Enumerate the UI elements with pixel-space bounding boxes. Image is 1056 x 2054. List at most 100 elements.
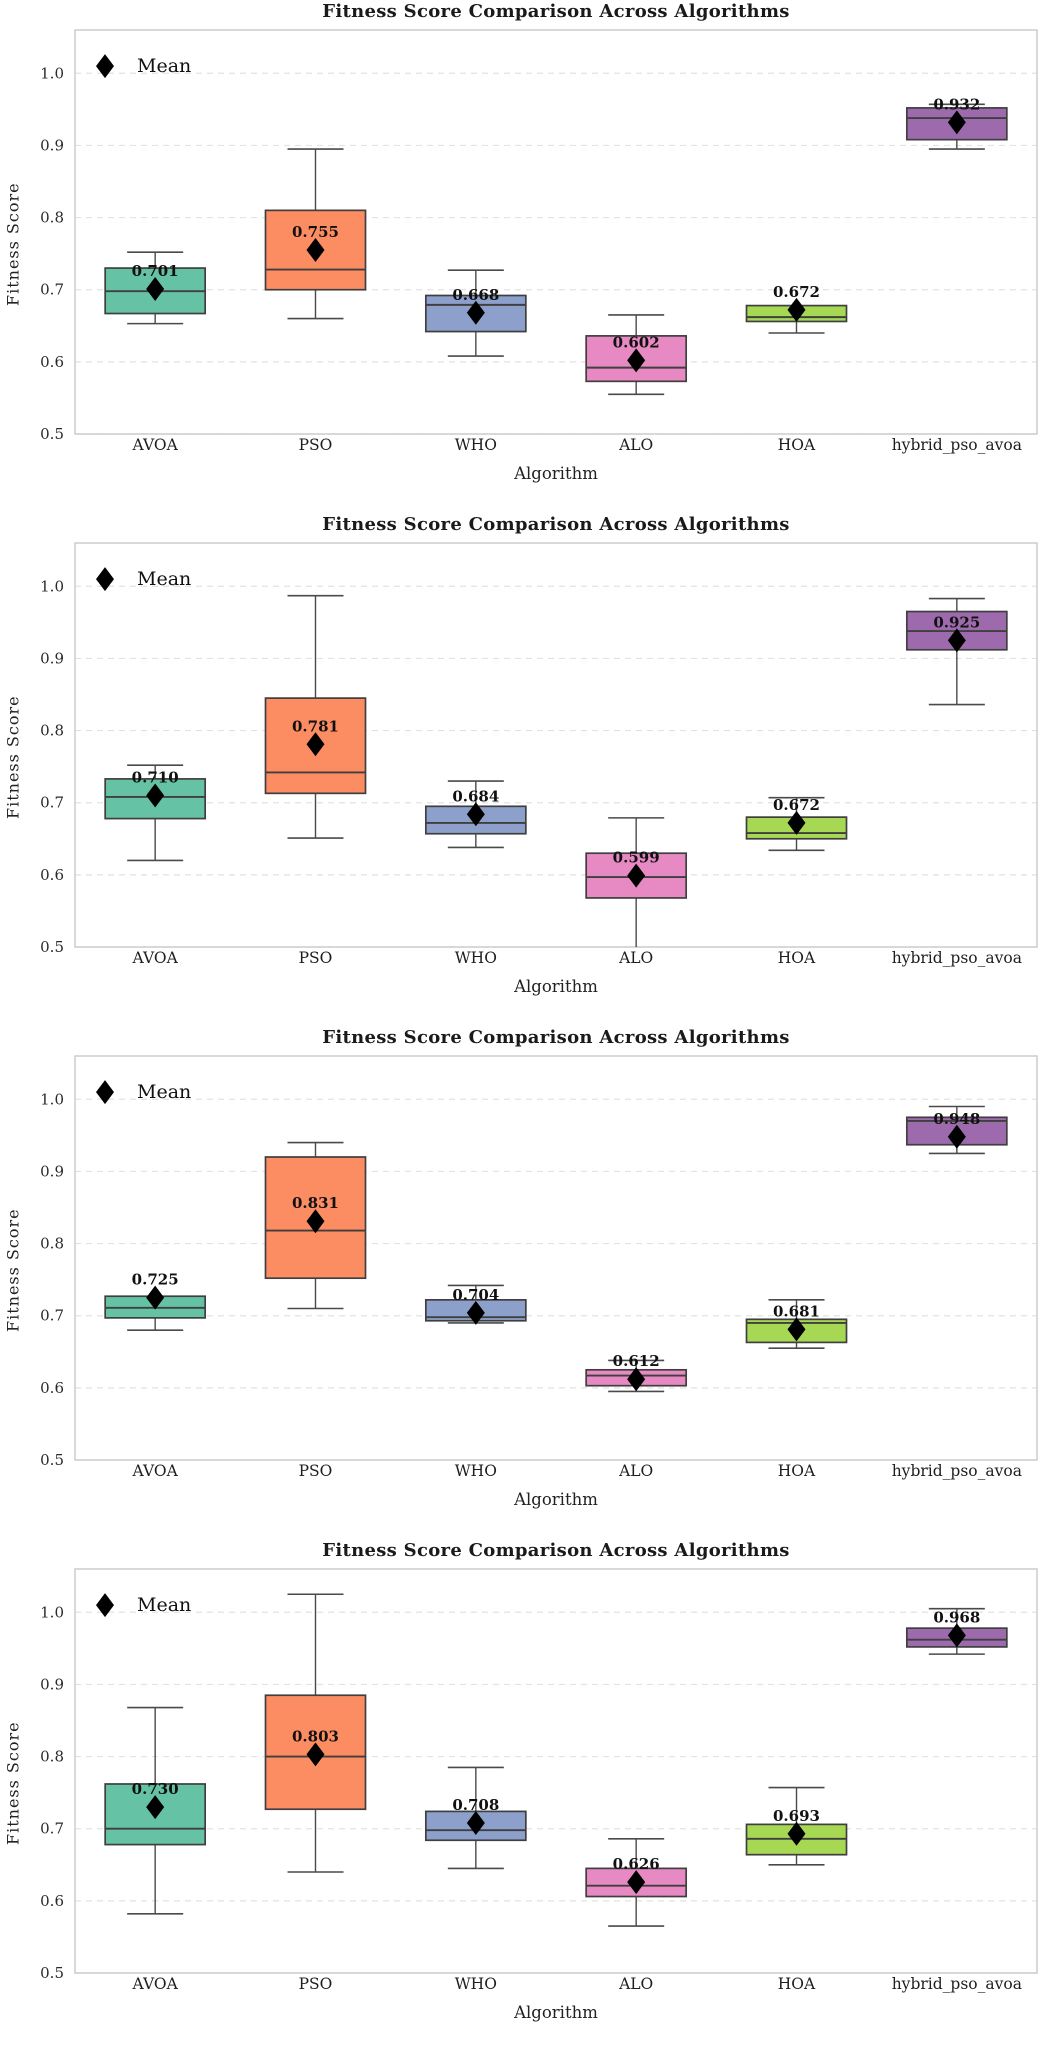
box-HOA: 0.693	[745, 1786, 848, 1866]
y-tick-label: 0.8	[40, 1235, 64, 1253]
mean-value-label: 0.684	[452, 787, 499, 805]
box-HOA: 0.681	[745, 1299, 848, 1349]
legend-diamond-icon	[96, 1080, 114, 1105]
y-tick-label: 0.9	[40, 1162, 64, 1180]
fitness-boxplot-chart-4: Fitness Score Comparison Across Algorith…	[0, 1539, 1056, 2052]
mean-diamond-marker	[627, 1367, 646, 1392]
legend: Mean	[96, 1080, 191, 1105]
x-category-label: ALO	[618, 1975, 653, 1993]
mean-value-label: 0.708	[452, 1796, 499, 1814]
mean-value-label: 0.925	[933, 613, 980, 631]
mean-diamond-marker	[627, 1870, 646, 1895]
mean-value-label: 0.704	[452, 1286, 499, 1304]
x-axis-label: Algorithm	[514, 464, 598, 483]
box-PSO: 0.803	[264, 1593, 367, 1873]
x-category-label: AVOA	[132, 436, 179, 454]
mean-value-label: 0.730	[132, 1780, 179, 1798]
y-tick-label: 0.6	[40, 1379, 64, 1397]
chart-title: Fitness Score Comparison Across Algorith…	[322, 1027, 790, 1048]
fitness-boxplot-chart-3: Fitness Score Comparison Across Algorith…	[0, 1026, 1056, 1539]
mean-diamond-marker	[787, 1821, 806, 1846]
mean-value-label: 0.968	[933, 1608, 980, 1626]
mean-diamond-marker	[787, 810, 806, 835]
mean-diamond-marker	[306, 1209, 325, 1234]
x-category-label: AVOA	[132, 1462, 179, 1480]
mean-value-label: 0.672	[773, 796, 820, 814]
y-tick-label: 0.9	[40, 136, 64, 154]
grid-lines: 0.5 0.6 0.7 0.8 0.9 1.0	[40, 1603, 1037, 1982]
box-PSO: 0.831	[264, 1141, 367, 1310]
y-tick-label: 0.7	[40, 1307, 64, 1325]
x-category-label: WHO	[455, 949, 497, 967]
y-tick-label: 1.0	[40, 64, 64, 82]
mean-diamond-marker	[627, 348, 646, 373]
x-category-label: HOA	[778, 949, 816, 967]
mean-diamond-marker	[947, 1623, 966, 1648]
grid-lines: 0.5 0.6 0.7 0.8 0.9 1.0	[40, 64, 1037, 443]
y-tick-label: 0.7	[40, 794, 64, 812]
x-category-label: hybrid_pso_avoa	[892, 949, 1022, 967]
y-tick-label: 0.8	[40, 209, 64, 227]
mean-value-label: 0.725	[132, 1271, 179, 1289]
y-tick-label: 0.6	[40, 1892, 64, 1910]
legend-label: Mean	[137, 1594, 191, 1616]
x-category-label: PSO	[299, 1975, 333, 1993]
mean-value-label: 0.599	[613, 849, 660, 867]
plot-frame	[74, 1055, 1038, 1461]
x-category-label: PSO	[299, 949, 333, 967]
mean-diamond-marker	[787, 297, 806, 322]
mean-value-label: 0.948	[933, 1110, 980, 1128]
mean-value-label: 0.755	[292, 223, 339, 241]
mean-diamond-marker	[146, 1285, 165, 1310]
x-category-label: hybrid_pso_avoa	[892, 1975, 1022, 1993]
legend-label: Mean	[137, 1081, 191, 1103]
mean-diamond-marker	[466, 1300, 485, 1325]
mean-diamond-marker	[947, 628, 966, 653]
y-tick-label: 0.9	[40, 1675, 64, 1693]
box-hybrid_pso_avoa: 0.925	[905, 597, 1008, 706]
box-ALO: 0.602	[585, 314, 688, 396]
mean-diamond-marker	[146, 1795, 165, 1820]
mean-diamond-marker	[947, 110, 966, 135]
box-WHO: 0.708	[424, 1766, 527, 1870]
box-ALO: 0.599	[585, 817, 688, 947]
chart-title: Fitness Score Comparison Across Algorith…	[322, 1, 790, 22]
box-WHO: 0.668	[424, 269, 527, 357]
box-ALO: 0.626	[585, 1838, 688, 1927]
mean-value-label: 0.612	[613, 1352, 660, 1370]
y-tick-label: 0.7	[40, 281, 64, 299]
mean-diamond-marker	[466, 1810, 485, 1835]
mean-diamond-marker	[146, 276, 165, 301]
mean-value-label: 0.681	[773, 1302, 820, 1320]
mean-diamond-marker	[306, 732, 325, 757]
box-hybrid_pso_avoa: 0.948	[905, 1105, 1008, 1155]
y-tick-label: 1.0	[40, 1603, 64, 1621]
x-category-label: WHO	[455, 436, 497, 454]
x-category-label: WHO	[455, 1462, 497, 1480]
mean-value-label: 0.602	[613, 333, 660, 351]
x-category-label: AVOA	[132, 1975, 179, 1993]
mean-value-label: 0.668	[452, 286, 499, 304]
box-HOA: 0.672	[745, 796, 848, 852]
mean-diamond-marker	[466, 300, 485, 325]
mean-value-label: 0.672	[773, 283, 820, 301]
mean-value-label: 0.803	[292, 1727, 339, 1745]
chart-title: Fitness Score Comparison Across Algorith…	[322, 514, 790, 535]
x-category-label: HOA	[778, 1462, 816, 1480]
mean-diamond-marker	[947, 1124, 966, 1149]
y-tick-label: 0.8	[40, 722, 64, 740]
x-category-label: ALO	[618, 436, 653, 454]
box-AVOA: 0.710	[104, 764, 207, 862]
boxplot-canvas: 0.5 0.6 0.7 0.8 0.9 1.0 0.730 AVOA 0.803 PSO 0.708…	[40, 1568, 1038, 1993]
boxplot-canvas: 0.5 0.6 0.7 0.8 0.9 1.0 0.710 AVOA 0.781 PSO 0.684…	[40, 542, 1038, 967]
x-category-label: HOA	[778, 1975, 816, 1993]
y-tick-label: 0.6	[40, 866, 64, 884]
legend-label: Mean	[137, 55, 191, 77]
box-hybrid_pso_avoa: 0.932	[905, 95, 1008, 150]
mean-value-label: 0.701	[132, 262, 179, 280]
boxplot-canvas: 0.5 0.6 0.7 0.8 0.9 1.0 0.701 AVOA 0.755 PSO 0.668…	[40, 29, 1038, 454]
box-HOA: 0.672	[745, 283, 848, 334]
y-tick-label: 0.5	[40, 1964, 64, 1982]
box-hybrid_pso_avoa: 0.968	[905, 1607, 1008, 1655]
